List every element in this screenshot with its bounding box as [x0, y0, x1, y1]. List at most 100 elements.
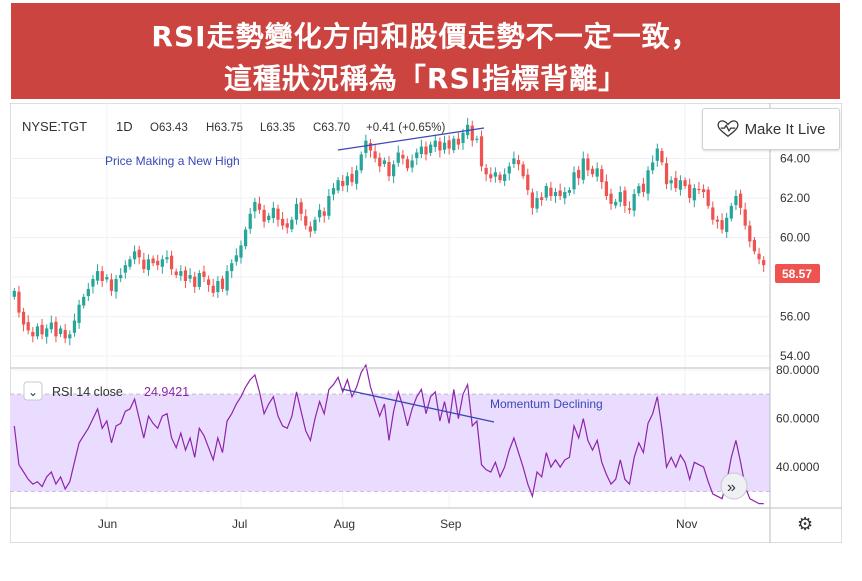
candle-body: [119, 275, 123, 279]
candle-body: [359, 154, 363, 171]
candle-body: [715, 219, 720, 222]
candle-body: [54, 321, 58, 337]
candle-body: [415, 152, 419, 159]
candle-body: [355, 170, 359, 184]
rsi-collapse-button[interactable]: [23, 381, 43, 401]
gear-icon[interactable]: ⚙: [797, 514, 814, 534]
change-value: +0.41 (+0.65%): [366, 122, 445, 134]
price-tick-label: 64.00: [780, 151, 810, 165]
candle-body: [114, 279, 118, 292]
candle-body: [262, 209, 266, 222]
candle-body: [378, 157, 382, 167]
candle-body: [345, 176, 349, 186]
candle-body: [77, 304, 81, 323]
candle-body: [17, 291, 21, 313]
price-tick-label: 60.00: [780, 231, 810, 245]
candle-body: [179, 271, 183, 276]
candle-body: [725, 217, 729, 232]
interval-label[interactable]: 1D: [116, 119, 133, 134]
candle-body: [146, 259, 151, 270]
candle-body: [452, 138, 456, 151]
candle-body: [308, 226, 312, 232]
candle-body: [549, 187, 553, 196]
price-tick-label: 54.00: [780, 349, 810, 363]
candle-body: [183, 270, 188, 281]
candle-body: [100, 271, 104, 281]
candle-body: [137, 249, 141, 258]
candle-body: [336, 180, 340, 191]
candle-body: [632, 194, 636, 211]
candle-body: [516, 160, 521, 165]
candle-body: [322, 211, 326, 216]
candle-body: [174, 271, 178, 276]
candle-body: [68, 334, 72, 339]
candle-body: [535, 197, 539, 209]
candle-body: [711, 207, 715, 220]
candle-body: [285, 223, 289, 228]
low-value: L63.35: [260, 122, 295, 134]
candle-body: [748, 225, 752, 242]
chevron-down-icon: ⌄: [28, 385, 38, 399]
banner-line-2: 這種狀況稱為「RSI指標背離」: [223, 62, 628, 95]
candle-body: [600, 169, 604, 183]
candle-body: [193, 276, 197, 287]
candle-body: [521, 164, 525, 177]
candle-body: [327, 196, 331, 216]
candle-body: [206, 279, 211, 285]
candle-body: [331, 188, 336, 195]
candle-body: [313, 219, 317, 231]
candle-body: [674, 177, 678, 189]
candle-body: [299, 202, 303, 214]
price-rsi-chart[interactable]: 54.0056.0058.0060.0062.0064.0040.000060.…: [10, 103, 842, 543]
candle-body: [21, 311, 26, 325]
candle-body: [706, 189, 710, 206]
candle-body: [442, 142, 447, 150]
candle-body: [433, 140, 437, 147]
bottom-strip: [10, 544, 842, 578]
make-it-live-button[interactable]: Make It Live: [702, 108, 840, 150]
candle-body: [109, 279, 114, 291]
candle-body: [660, 150, 664, 163]
candle-body: [669, 180, 673, 184]
candle-body: [151, 258, 155, 264]
candle-body: [738, 193, 743, 208]
candle-body: [512, 158, 516, 164]
candle-body: [720, 220, 724, 230]
candle-body: [165, 257, 169, 260]
rsi-tick-label: 80.0000: [776, 363, 820, 377]
candle-body: [553, 192, 558, 196]
candle-body: [526, 174, 530, 191]
scroll-to-latest-button[interactable]: [720, 472, 748, 500]
candle-body: [475, 138, 479, 140]
price-annotation: Price Making a New High: [105, 154, 240, 168]
candle-body: [410, 160, 414, 168]
candle-body: [267, 215, 271, 221]
candle-body: [373, 151, 377, 159]
candle-body: [507, 166, 511, 174]
time-tick-label: Jul: [232, 517, 247, 531]
time-tick-label: Sep: [440, 517, 462, 531]
candle-body: [58, 328, 63, 334]
candle-body: [540, 197, 544, 200]
candle-body: [49, 322, 53, 330]
candle-body: [82, 296, 86, 306]
candle-body: [160, 259, 164, 267]
candles: [12, 117, 766, 346]
candle-body: [664, 163, 669, 185]
candle-body: [387, 162, 391, 177]
current-price-tag: [775, 264, 820, 283]
candle-body: [317, 209, 322, 218]
candle-body: [304, 216, 308, 226]
candle-body: [401, 154, 405, 159]
candle-body: [12, 290, 16, 297]
candle-body: [243, 229, 248, 247]
candle-body: [350, 173, 354, 183]
candle-body: [461, 132, 465, 144]
chart-container[interactable]: 54.0056.0058.0060.0062.0064.0040.000060.…: [10, 103, 842, 543]
candle-body: [105, 277, 109, 280]
candle-body: [341, 180, 345, 187]
candle-body: [248, 213, 252, 229]
price-tick-label: 62.00: [780, 191, 810, 205]
time-tick-label: Aug: [334, 517, 355, 531]
candle-body: [678, 180, 683, 190]
